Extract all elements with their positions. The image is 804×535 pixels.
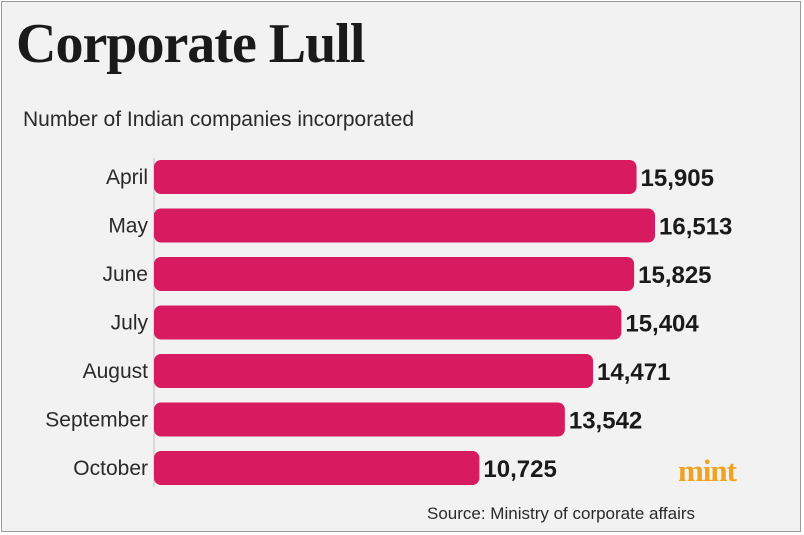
bar [154, 451, 480, 485]
category-label: October [73, 457, 148, 480]
category-label: April [106, 166, 148, 189]
value-label: 14,471 [597, 359, 670, 386]
bar [154, 208, 655, 243]
value-label: 15,825 [638, 262, 711, 289]
bar [154, 354, 594, 388]
value-label: 15,905 [641, 165, 714, 192]
category-label: August [83, 360, 149, 383]
value-label: 15,404 [625, 311, 699, 338]
source-note: Source: Ministry of corporate affairs [427, 504, 696, 523]
mint-logo: mint [678, 453, 737, 488]
bar [154, 257, 635, 291]
category-label: June [102, 263, 148, 286]
bar [154, 305, 622, 340]
category-label: September [45, 409, 148, 432]
category-label: July [111, 312, 149, 335]
category-label: May [108, 215, 148, 238]
chart-title: Corporate Lull [16, 13, 365, 75]
bar [154, 402, 565, 437]
bar [154, 160, 637, 194]
value-label: 10,725 [483, 456, 556, 483]
value-label: 16,513 [659, 214, 732, 241]
value-label: 13,542 [569, 408, 642, 435]
chart-subtitle: Number of Indian companies incorporated [23, 108, 415, 131]
